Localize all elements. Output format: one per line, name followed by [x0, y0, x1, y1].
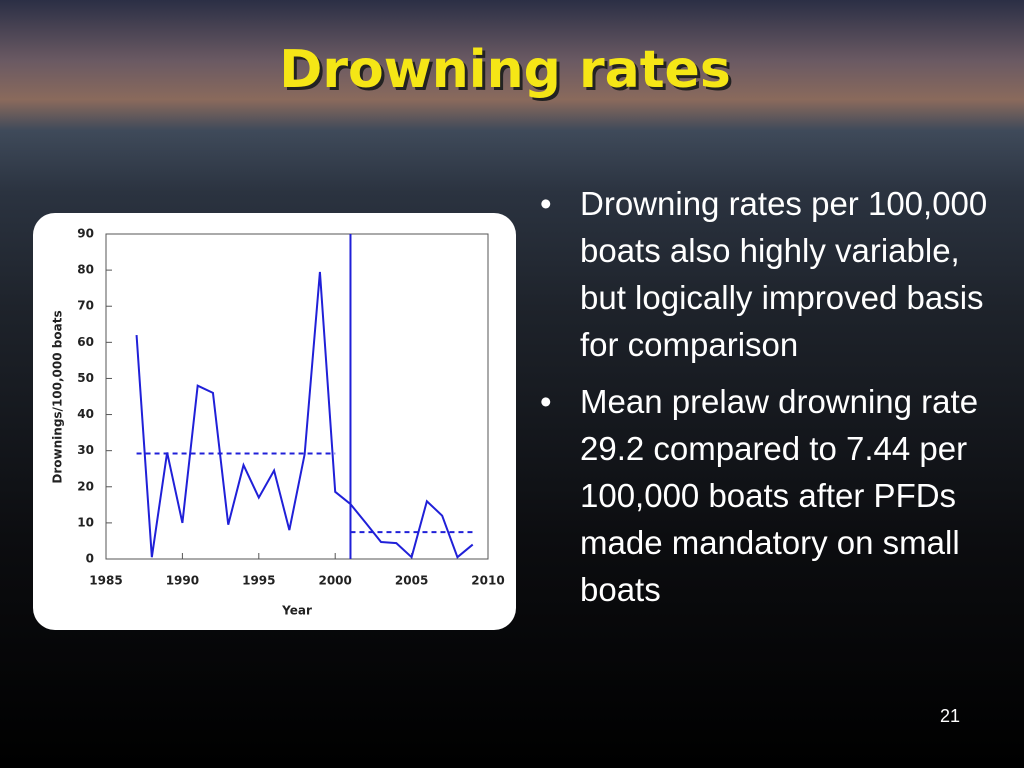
x-axis-label: Year — [281, 604, 312, 618]
y-tick-label: 60 — [77, 335, 94, 349]
slide-title: Drowning rates — [279, 40, 731, 100]
chart-panel — [33, 213, 516, 630]
y-tick-label: 90 — [77, 227, 94, 241]
y-tick-label: 10 — [77, 515, 94, 529]
y-tick-label: 20 — [77, 479, 94, 493]
x-tick-label: 1985 — [89, 574, 122, 588]
y-tick-label: 0 — [86, 552, 94, 566]
x-tick-label: 2010 — [471, 574, 504, 588]
y-tick-label: 30 — [77, 443, 94, 457]
y-tick-label: 70 — [77, 299, 94, 313]
x-tick-label: 1990 — [166, 574, 199, 588]
y-tick-label: 40 — [77, 407, 94, 421]
x-tick-label: 2000 — [318, 574, 351, 588]
data-line — [135, 271, 474, 560]
y-tick-label: 50 — [77, 371, 94, 385]
y-tick-label: 80 — [77, 263, 94, 277]
bullet: Mean prelaw drowning rate 29.2 compared … — [540, 378, 1010, 613]
x-tick-label: 1995 — [242, 574, 275, 588]
page-number: 21 — [940, 706, 961, 726]
bullet-list: Drowning rates per 100,000 boats also hi… — [540, 180, 1010, 623]
y-axis-label: Drownings/100,000 boats — [51, 310, 65, 483]
plot-frame — [105, 233, 489, 560]
bullet: Drowning rates per 100,000 boats also hi… — [540, 180, 1010, 368]
x-tick-label: 2005 — [395, 574, 428, 588]
